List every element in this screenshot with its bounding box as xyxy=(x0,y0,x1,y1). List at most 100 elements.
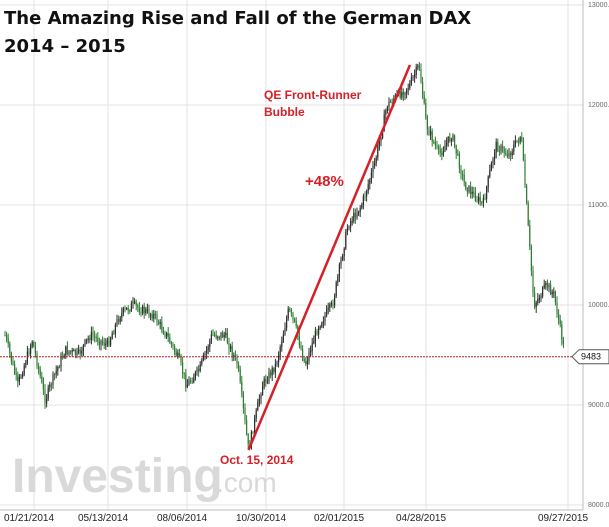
candle-body xyxy=(303,358,305,362)
candle-body xyxy=(145,309,147,314)
candle-body xyxy=(375,157,377,164)
candle-body xyxy=(551,292,553,295)
candle-body xyxy=(298,336,300,346)
candle-body xyxy=(492,159,494,164)
candle-body xyxy=(33,341,35,347)
candle-body xyxy=(209,340,211,348)
watermark-investing: Investing xyxy=(12,450,223,503)
candle-body xyxy=(202,355,204,360)
candle-body xyxy=(527,203,529,226)
x-tick-label: 09/27/2015 xyxy=(538,513,588,524)
candle-body xyxy=(332,303,334,306)
candle-body xyxy=(231,346,233,357)
candle-body xyxy=(450,139,452,141)
candle-body xyxy=(54,374,56,376)
candle-body xyxy=(258,398,260,403)
candle-body xyxy=(162,330,164,334)
candle-body xyxy=(426,118,428,130)
candle-body xyxy=(433,141,435,143)
candle-body xyxy=(49,384,51,388)
candle-body xyxy=(199,363,201,372)
candle-body xyxy=(180,356,182,363)
candle-body xyxy=(100,340,102,345)
candle-body xyxy=(247,434,249,445)
candle-body xyxy=(124,308,126,310)
candle-body xyxy=(143,306,145,314)
candle-body xyxy=(423,95,425,103)
candle-body xyxy=(76,351,78,356)
candle-body xyxy=(390,101,392,103)
candle-body xyxy=(217,337,219,339)
candle-body xyxy=(420,69,422,83)
candle-body xyxy=(466,189,468,192)
candle-body xyxy=(225,332,227,335)
candle-body xyxy=(218,337,220,339)
candle-body xyxy=(287,308,289,319)
candle-body xyxy=(487,176,489,188)
candle-body xyxy=(455,145,457,154)
candle-body xyxy=(358,211,360,214)
candle-body xyxy=(193,378,195,383)
candle-body xyxy=(458,154,460,169)
candle-body xyxy=(463,174,465,183)
candle-body xyxy=(214,334,216,336)
candle-body xyxy=(188,380,190,385)
candle-body xyxy=(559,319,561,325)
candle-body xyxy=(354,212,356,218)
candle-body xyxy=(41,376,43,382)
candle-body xyxy=(94,336,96,338)
candle-body xyxy=(401,91,403,98)
candle-body xyxy=(70,351,72,353)
candle-body xyxy=(254,418,256,434)
candle-body xyxy=(508,153,510,157)
candle-body xyxy=(550,284,552,295)
candle-body xyxy=(130,303,132,311)
candle-body xyxy=(282,334,284,342)
candle-body xyxy=(92,331,94,337)
candle-body xyxy=(183,373,185,375)
candle-body xyxy=(47,387,49,399)
candle-body xyxy=(242,393,244,408)
candle-body xyxy=(4,334,6,336)
candle-body xyxy=(194,372,196,379)
last-value-marker: 9483 xyxy=(571,349,609,365)
candle-body xyxy=(276,362,278,365)
candle-body xyxy=(294,318,296,322)
candle-body xyxy=(449,136,451,141)
candle-body xyxy=(52,374,54,385)
annotation-qe-line-2: Bubble xyxy=(264,105,305,119)
chart-title-line-2: 2014 – 2015 xyxy=(4,36,126,57)
annotation-date: Oct. 15, 2014 xyxy=(220,453,294,467)
candle-body xyxy=(486,187,488,199)
candle-body xyxy=(10,352,12,362)
candle-body xyxy=(334,296,336,306)
candle-body xyxy=(38,365,40,370)
candle-body xyxy=(436,145,438,147)
candle-body xyxy=(345,232,347,249)
candle-body xyxy=(484,198,486,200)
candle-body xyxy=(174,346,176,352)
last-value-label: 9483 xyxy=(581,352,601,362)
candle-body xyxy=(465,182,467,190)
candle-body xyxy=(346,228,348,233)
candle-body xyxy=(447,136,449,143)
candle-body xyxy=(322,321,324,324)
y-tick-label: 11000. xyxy=(588,202,609,209)
annotation-qe-line-1: QE Front-Runner xyxy=(264,88,362,102)
candle-body xyxy=(348,227,350,229)
candle-body xyxy=(230,346,232,350)
candle-body xyxy=(74,350,76,356)
candle-body xyxy=(82,345,84,351)
candle-body xyxy=(265,378,267,383)
candle-body xyxy=(380,137,382,142)
candle-body xyxy=(126,308,128,310)
candle-body xyxy=(386,107,388,112)
candle-body xyxy=(490,163,492,171)
candle-body xyxy=(175,351,177,356)
candle-body xyxy=(468,186,470,192)
candle-body xyxy=(81,350,83,354)
candle-body xyxy=(462,174,464,176)
candle-body xyxy=(442,151,444,155)
candle-body xyxy=(121,312,123,318)
candle-body xyxy=(110,338,112,346)
